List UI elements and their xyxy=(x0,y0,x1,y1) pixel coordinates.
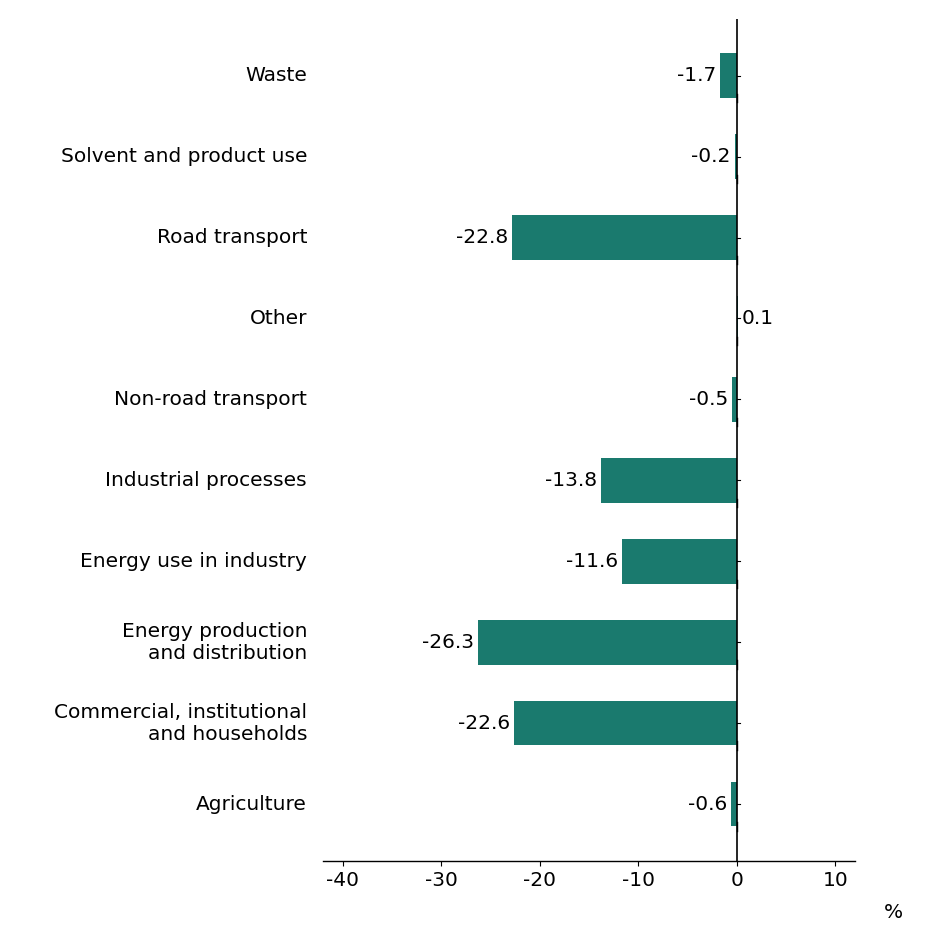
Bar xyxy=(622,539,737,584)
Bar xyxy=(731,782,737,827)
Bar xyxy=(478,620,737,664)
Text: -22.6: -22.6 xyxy=(458,713,510,733)
Text: -13.8: -13.8 xyxy=(544,471,597,490)
Text: %: % xyxy=(884,903,902,922)
Bar xyxy=(720,53,737,97)
Bar xyxy=(600,458,737,502)
Bar xyxy=(514,701,737,745)
Text: -1.7: -1.7 xyxy=(676,66,716,85)
Bar xyxy=(732,377,737,422)
Text: 0.1: 0.1 xyxy=(742,309,774,328)
Text: -11.6: -11.6 xyxy=(566,552,618,570)
Bar xyxy=(512,216,737,260)
Text: -26.3: -26.3 xyxy=(422,633,474,652)
Bar xyxy=(737,296,738,341)
Text: -0.6: -0.6 xyxy=(688,795,727,814)
Text: -0.2: -0.2 xyxy=(692,147,731,166)
Bar xyxy=(734,134,737,179)
Text: -22.8: -22.8 xyxy=(456,228,508,247)
Text: -0.5: -0.5 xyxy=(689,390,728,409)
